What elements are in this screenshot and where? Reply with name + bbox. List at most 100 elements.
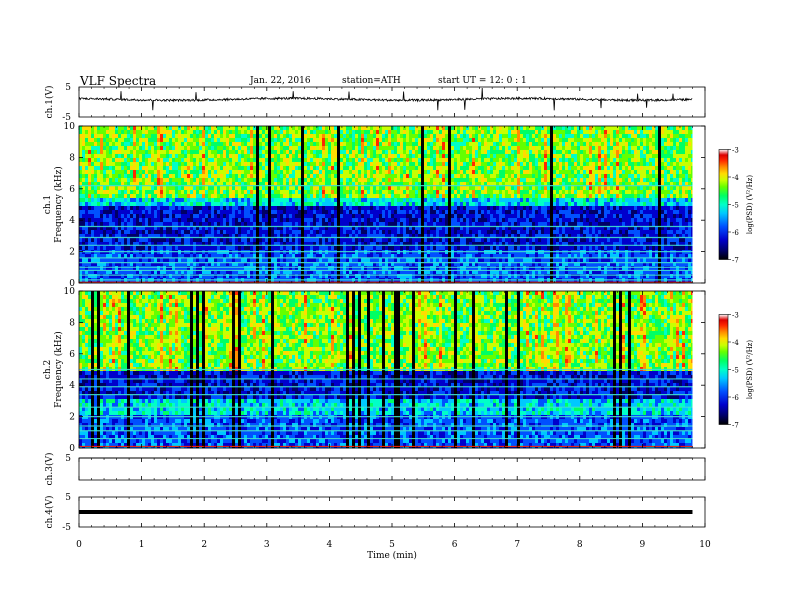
- spectrogram-cell: [154, 146, 158, 151]
- spectrogram-cell: [229, 210, 233, 215]
- spectrogram-cell: [352, 154, 356, 159]
- spectrogram-cell: [388, 190, 392, 195]
- spectrogram-cell: [352, 126, 356, 131]
- spectrogram-cell: [664, 170, 668, 175]
- spectrogram-cell: [469, 202, 473, 207]
- spectrogram-cell: [370, 142, 374, 147]
- spectrogram-cell: [475, 158, 479, 163]
- spectrogram-cell: [406, 154, 410, 159]
- spectrogram-cell: [391, 154, 395, 159]
- spectrogram-cell: [451, 142, 455, 147]
- spectrogram-cell: [349, 214, 353, 219]
- spectrogram-cell: [376, 134, 380, 139]
- spectrogram-cell: [193, 130, 197, 135]
- spectrogram-cell: [571, 150, 575, 155]
- spectrogram-cell: [652, 166, 656, 171]
- spectrogram-cell: [361, 166, 365, 171]
- spectrogram-cell: [133, 154, 137, 159]
- spectrogram-cell: [373, 214, 377, 219]
- spectrogram-cell: [316, 202, 320, 207]
- spectrogram-cell: [82, 146, 86, 151]
- spectrogram-cell: [142, 210, 146, 215]
- spectrogram-cell: [667, 178, 671, 183]
- spectrogram-cell: [283, 178, 287, 183]
- spectrogram-cell: [445, 210, 449, 215]
- spectrogram-cell: [592, 206, 596, 211]
- spectrogram-cell: [166, 202, 170, 207]
- spectrogram-cell: [529, 186, 533, 191]
- spectrogram-cell: [229, 186, 233, 191]
- spectrogram-cell: [601, 158, 605, 163]
- spectrogram-cell: [631, 166, 635, 171]
- spectrogram-cell: [127, 186, 131, 191]
- spectrogram-cell: [673, 202, 677, 207]
- spectrogram-cell: [289, 198, 293, 203]
- spectrogram-cell: [538, 214, 542, 219]
- spectrogram-cell: [190, 130, 194, 135]
- spectrogram-cell: [343, 166, 347, 171]
- spectrogram-cell: [277, 134, 281, 139]
- spectrogram-cell: [160, 214, 164, 219]
- spectrogram-cell: [577, 138, 581, 143]
- spectrogram-cell: [283, 170, 287, 175]
- spectrogram-cell: [139, 198, 143, 203]
- spectrogram-cell: [634, 194, 638, 199]
- spectrogram-cell: [535, 130, 539, 135]
- spectrogram-cell: [346, 142, 350, 147]
- spectrogram-cell: [364, 186, 368, 191]
- spectrogram-cell: [343, 174, 347, 179]
- spectrogram-cell: [460, 182, 464, 187]
- spectrogram-cell: [106, 198, 110, 203]
- spectrogram-cell: [598, 182, 602, 187]
- spectrogram-cell: [448, 190, 452, 195]
- spectrogram-cell: [538, 182, 542, 187]
- spectrogram-cell: [154, 222, 158, 227]
- spectrogram-cell: [178, 174, 182, 179]
- spectrogram-cell: [211, 142, 215, 147]
- spectrogram-cell: [469, 142, 473, 147]
- spectrogram-cell: [322, 210, 326, 215]
- spectrogram-cell: [127, 210, 131, 215]
- spectrogram-cell: [217, 182, 221, 187]
- spectrogram-cell: [667, 206, 671, 211]
- spectrogram-cell: [112, 134, 116, 139]
- spectrogram-cell: [190, 206, 194, 211]
- spectrogram-cell: [667, 162, 671, 167]
- spectrogram-cell: [415, 166, 419, 171]
- spectrogram-cell: [247, 190, 251, 195]
- spectrogram-cell: [109, 126, 113, 131]
- spectrogram-cell: [166, 154, 170, 159]
- spectrogram-cell: [166, 182, 170, 187]
- spectrogram-cell: [355, 218, 359, 223]
- spectrogram-cell: [178, 194, 182, 199]
- spectrogram-cell: [682, 138, 686, 143]
- spectrogram-cell: [628, 206, 632, 211]
- spectrogram-cell: [451, 186, 455, 191]
- spectrogram-cell: [106, 206, 110, 211]
- spectrogram-cell: [604, 206, 608, 211]
- spectrogram-cell: [469, 138, 473, 143]
- spectrogram-cell: [367, 158, 371, 163]
- spectrogram-cell: [385, 186, 389, 191]
- spectrogram-cell: [547, 206, 551, 211]
- spectrogram-cell: [379, 158, 383, 163]
- spectrogram-cell: [523, 166, 527, 171]
- spectrogram-cell: [127, 170, 131, 175]
- spectrogram-cell: [520, 214, 524, 219]
- spectrogram-cell: [493, 166, 497, 171]
- spectrogram-cell: [685, 142, 689, 147]
- spectrogram-cell: [268, 206, 272, 211]
- spectrogram-cell: [658, 142, 662, 147]
- spectrogram-cell: [205, 146, 209, 151]
- spectrogram-cell: [337, 126, 341, 131]
- spectrogram-cell: [637, 214, 641, 219]
- spectrogram-cell: [256, 158, 260, 163]
- spectrogram-cell: [232, 202, 236, 207]
- spectrogram-cell: [490, 206, 494, 211]
- spectrogram-cell: [187, 126, 191, 131]
- spectrogram-cell: [670, 142, 674, 147]
- spectrogram-cell: [463, 166, 467, 171]
- spectrogram-cell: [247, 202, 251, 207]
- spectrogram-cell: [385, 150, 389, 155]
- spectrogram-cell: [619, 154, 623, 159]
